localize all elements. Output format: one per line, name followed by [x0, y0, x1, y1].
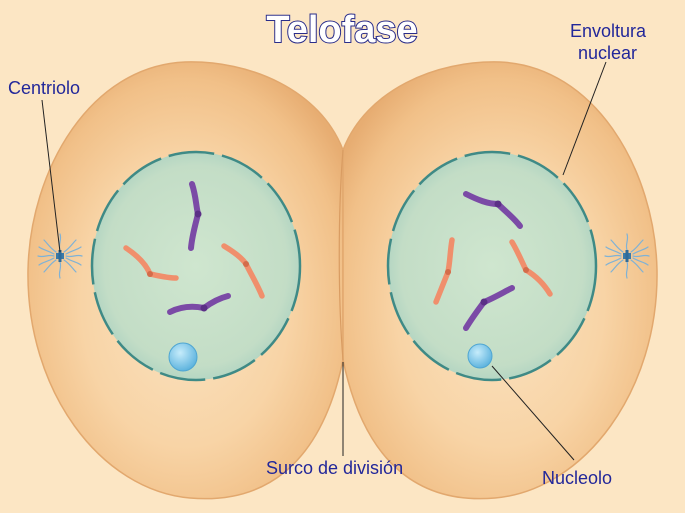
left-nucleus [92, 152, 300, 380]
diagram-title: Telofase [266, 9, 417, 51]
label-nuclear-envelope: Envoltura nuclear [570, 20, 646, 64]
centromere [523, 267, 529, 273]
right-chromosomes [433, 191, 553, 331]
label-nuclear-envelope-line2: nuclear [578, 43, 638, 63]
label-nucleolus: Nucleolo [542, 468, 613, 488]
centromere [480, 298, 488, 306]
left-nucleolus [168, 342, 198, 372]
leader-line-centriole [41, 99, 61, 253]
centromere [494, 200, 502, 208]
label-centriole: Centriolo [8, 78, 81, 98]
label-cleavage-furrow: Surco de división [266, 458, 404, 478]
centromere [243, 261, 249, 267]
leader-line-nucleolus [491, 365, 575, 461]
left-centriole [37, 233, 83, 279]
leader-line-nuclear-envelope [562, 61, 607, 176]
cleavage-furrow [338, 149, 344, 361]
right-nucleus [388, 152, 596, 380]
right-nucleolus [467, 343, 493, 369]
left-chromosomes [123, 181, 265, 315]
right-nuclear-envelope [386, 150, 598, 382]
centromere [200, 304, 208, 312]
label-nuclear-envelope-line1: Envoltura [570, 21, 647, 41]
centromere [147, 271, 153, 277]
left-nuclear-envelope [90, 150, 302, 382]
right-centriole [604, 233, 650, 279]
title-banner: Telofase [265, 8, 418, 52]
leader-lines [41, 61, 607, 461]
centromere [445, 269, 451, 275]
centromere [194, 210, 202, 218]
